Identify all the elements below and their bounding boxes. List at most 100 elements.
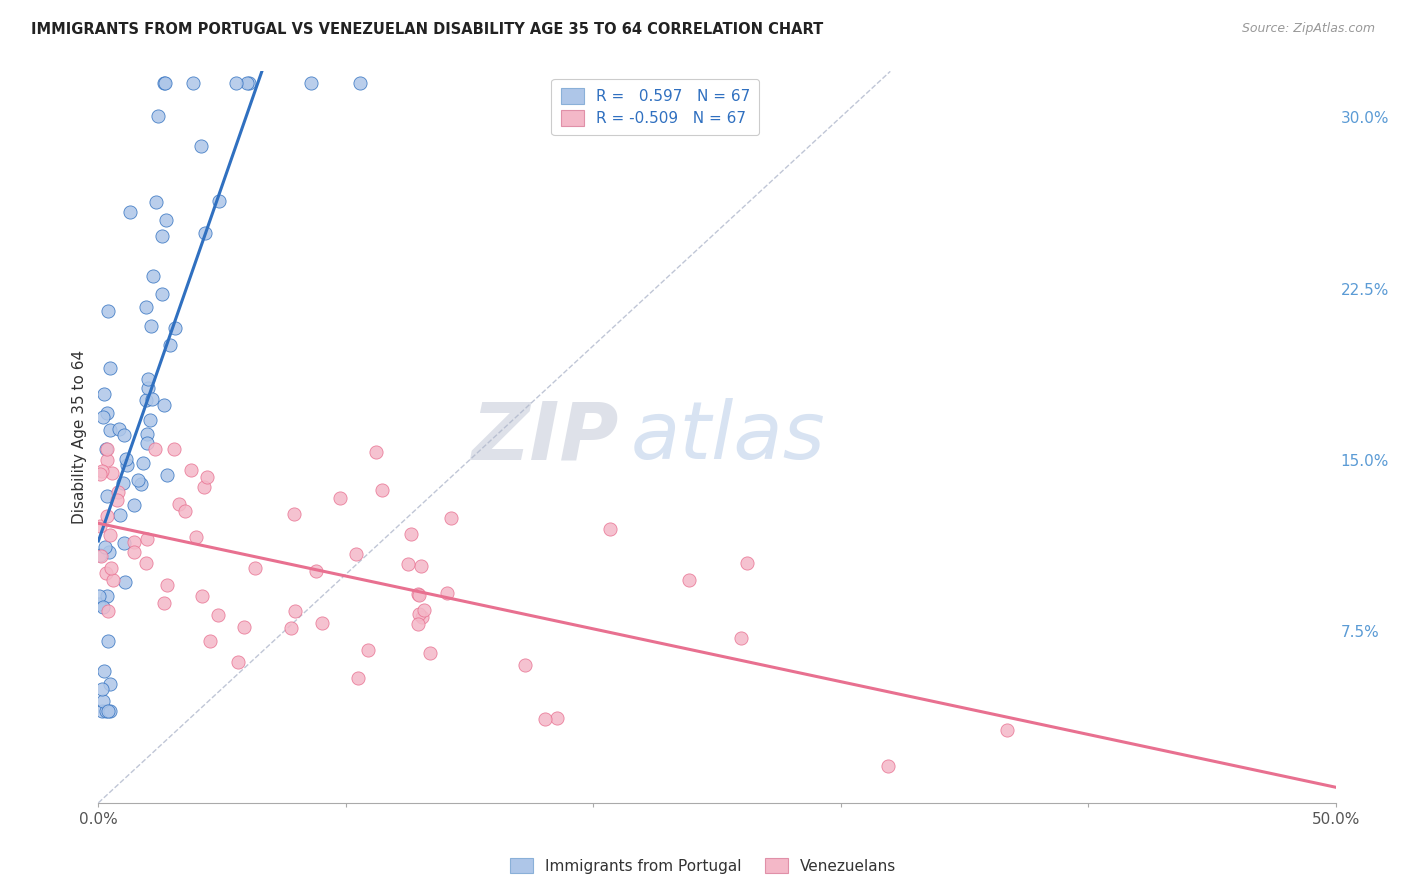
Point bbox=[280, 621, 302, 635]
Point bbox=[96, 705, 118, 719]
Point bbox=[94, 541, 117, 555]
Point bbox=[114, 451, 136, 466]
Point bbox=[243, 561, 266, 575]
Point bbox=[89, 548, 111, 562]
Point bbox=[226, 655, 249, 669]
Legend: R =   0.597   N = 67, R = -0.509   N = 67: R = 0.597 N = 67, R = -0.509 N = 67 bbox=[551, 79, 759, 136]
Point bbox=[436, 585, 458, 599]
Point bbox=[180, 463, 202, 477]
Point bbox=[200, 634, 222, 648]
Point bbox=[159, 338, 181, 352]
Point bbox=[284, 604, 307, 618]
Point bbox=[534, 712, 557, 726]
Point bbox=[364, 445, 387, 459]
Point bbox=[735, 556, 758, 570]
Point bbox=[357, 643, 380, 657]
Point bbox=[329, 491, 352, 506]
Text: IMMIGRANTS FROM PORTUGAL VS VENEZUELAN DISABILITY AGE 35 TO 64 CORRELATION CHART: IMMIGRANTS FROM PORTUGAL VS VENEZUELAN D… bbox=[31, 22, 823, 37]
Point bbox=[411, 609, 433, 624]
Point bbox=[96, 442, 118, 456]
Point bbox=[93, 387, 115, 401]
Point bbox=[96, 508, 118, 523]
Legend: Immigrants from Portugal, Venezuelans: Immigrants from Portugal, Venezuelans bbox=[503, 852, 903, 880]
Point bbox=[135, 532, 157, 546]
Point bbox=[122, 498, 145, 512]
Point bbox=[98, 705, 121, 719]
Point bbox=[96, 490, 118, 504]
Point bbox=[145, 195, 167, 210]
Point bbox=[141, 392, 163, 406]
Point bbox=[208, 194, 231, 209]
Point bbox=[91, 705, 114, 719]
Y-axis label: Disability Age 35 to 64: Disability Age 35 to 64 bbox=[72, 350, 87, 524]
Text: atlas: atlas bbox=[630, 398, 825, 476]
Point bbox=[143, 442, 166, 456]
Point bbox=[111, 475, 134, 490]
Point bbox=[91, 409, 114, 424]
Point bbox=[174, 504, 197, 518]
Point bbox=[101, 466, 124, 480]
Point bbox=[94, 442, 117, 456]
Point bbox=[135, 300, 157, 314]
Point bbox=[93, 600, 115, 615]
Point bbox=[93, 664, 115, 678]
Point bbox=[107, 485, 129, 500]
Point bbox=[546, 711, 568, 725]
Point bbox=[136, 426, 159, 441]
Point bbox=[371, 483, 394, 498]
Point bbox=[98, 676, 121, 690]
Point bbox=[299, 76, 322, 90]
Point bbox=[349, 76, 371, 90]
Point bbox=[132, 457, 155, 471]
Point bbox=[150, 228, 173, 243]
Point bbox=[114, 574, 136, 589]
Point bbox=[408, 607, 430, 621]
Point bbox=[98, 528, 121, 542]
Point bbox=[97, 634, 120, 648]
Point bbox=[236, 76, 259, 90]
Point bbox=[513, 657, 536, 672]
Point bbox=[163, 320, 186, 334]
Point bbox=[91, 464, 114, 478]
Point bbox=[97, 303, 120, 318]
Point bbox=[396, 557, 419, 571]
Point bbox=[194, 226, 217, 240]
Text: ZIP: ZIP bbox=[471, 398, 619, 476]
Point bbox=[100, 561, 122, 575]
Point bbox=[152, 286, 174, 301]
Point bbox=[91, 694, 114, 708]
Point bbox=[124, 535, 146, 549]
Point bbox=[96, 604, 118, 618]
Point bbox=[406, 587, 429, 601]
Point bbox=[98, 423, 121, 437]
Point bbox=[233, 620, 256, 634]
Point bbox=[129, 477, 152, 491]
Point bbox=[127, 473, 149, 487]
Point bbox=[156, 577, 179, 591]
Point bbox=[89, 590, 111, 604]
Point bbox=[995, 723, 1018, 737]
Point bbox=[419, 646, 441, 660]
Point bbox=[225, 76, 247, 90]
Point bbox=[344, 547, 367, 561]
Point bbox=[155, 213, 177, 227]
Point bbox=[94, 566, 117, 580]
Point bbox=[89, 467, 111, 482]
Point bbox=[283, 508, 305, 522]
Point bbox=[97, 705, 120, 719]
Point bbox=[413, 603, 436, 617]
Point bbox=[112, 536, 135, 550]
Point bbox=[153, 76, 176, 90]
Point bbox=[96, 589, 118, 603]
Point bbox=[89, 597, 111, 611]
Point bbox=[599, 522, 621, 536]
Point bbox=[678, 573, 700, 587]
Point bbox=[876, 758, 898, 772]
Point bbox=[401, 527, 423, 541]
Point bbox=[148, 109, 170, 123]
Point bbox=[406, 616, 429, 631]
Point bbox=[135, 556, 157, 570]
Point bbox=[156, 468, 179, 483]
Point bbox=[191, 589, 214, 603]
Point bbox=[311, 616, 333, 631]
